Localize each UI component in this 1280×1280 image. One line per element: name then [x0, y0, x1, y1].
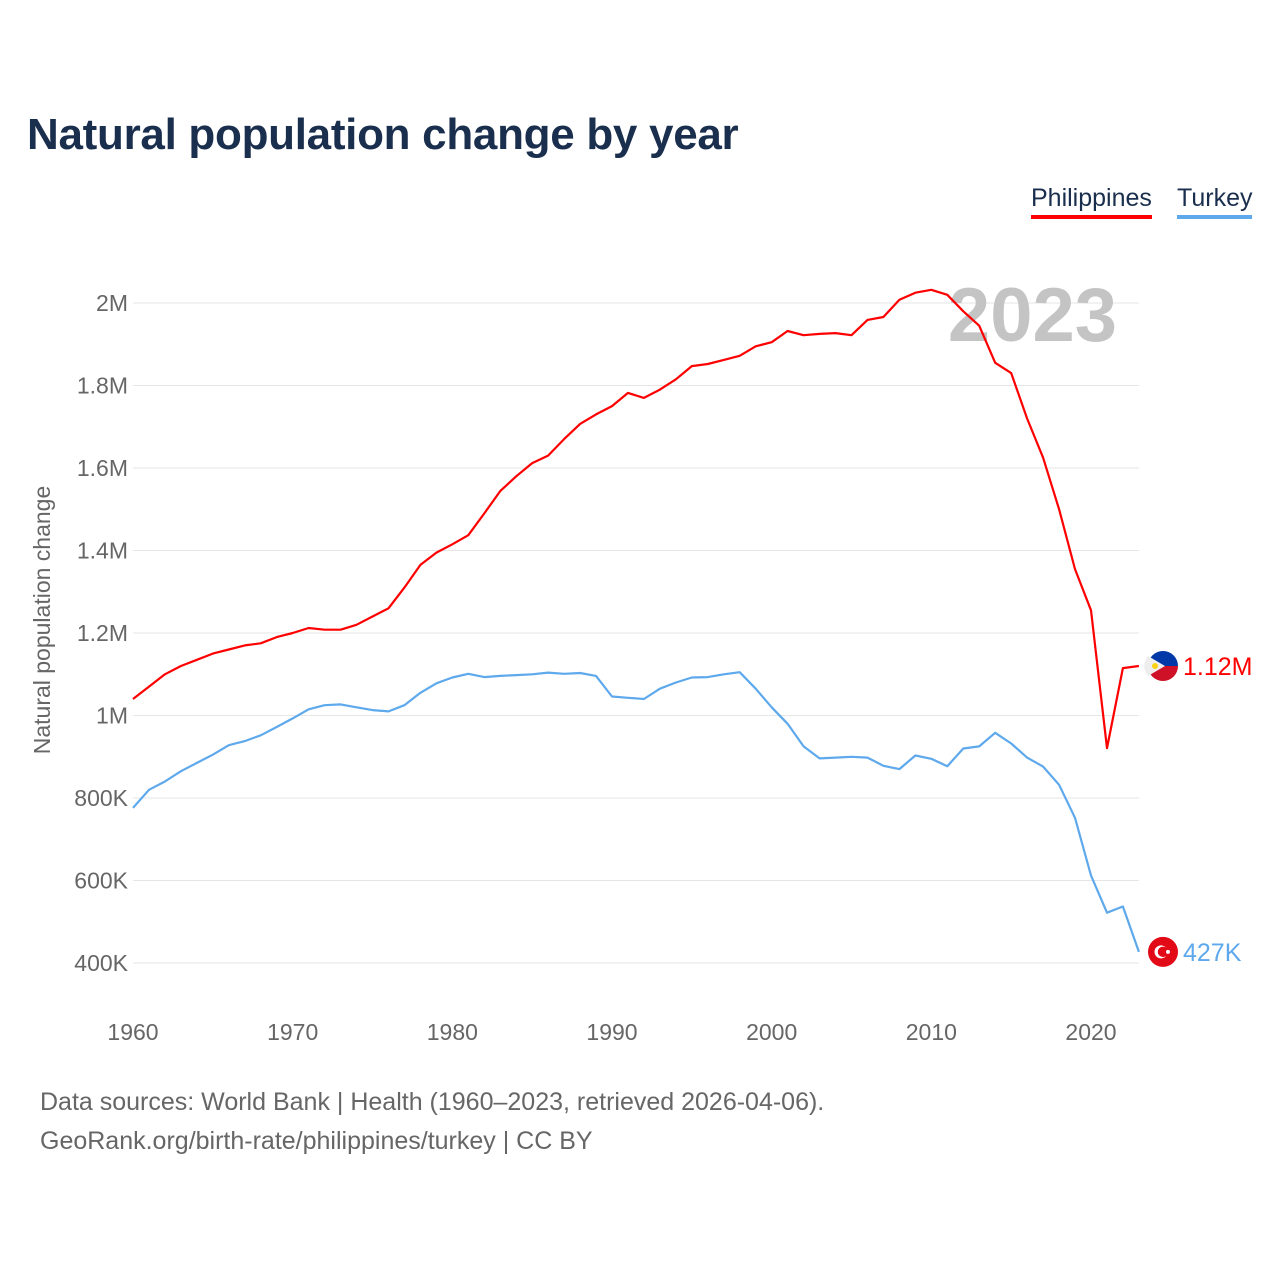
- series-line-turkey[interactable]: [132, 671, 1140, 953]
- legend-turkey[interactable]: Turkey: [1177, 184, 1253, 219]
- y-axis-label: Natural population change: [29, 486, 55, 755]
- x-tick-label: 1960: [107, 1019, 158, 1045]
- y-tick-label: 1.2M: [77, 620, 128, 646]
- turkey-flag-icon: [1148, 936, 1178, 967]
- y-tick-label: 400K: [74, 950, 128, 976]
- credit-link[interactable]: GeoRank.org/birth-rate/philippines/turke…: [40, 1127, 593, 1155]
- series-line-philippines[interactable]: [132, 288, 1140, 750]
- end-value-label: 1.12M: [1183, 653, 1252, 681]
- philippines-flag-icon: [1144, 651, 1178, 681]
- x-tick-label: 2010: [906, 1019, 957, 1045]
- y-tick-label: 1M: [96, 703, 128, 729]
- y-tick-label: 2M: [96, 290, 128, 316]
- end-value-label: 427K: [1183, 939, 1242, 967]
- legend-philippines[interactable]: Philippines: [1031, 184, 1152, 219]
- x-tick-label: 1980: [427, 1019, 478, 1045]
- data-sources: Data sources: World Bank | Health (1960–…: [40, 1088, 825, 1116]
- x-tick-label: 2020: [1065, 1019, 1116, 1045]
- x-tick-label: 1970: [267, 1019, 318, 1045]
- y-tick-label: 800K: [74, 785, 128, 811]
- y-tick-label: 1.4M: [77, 538, 128, 564]
- x-tick-label: 1990: [586, 1019, 637, 1045]
- y-tick-label: 1.6M: [77, 455, 128, 481]
- chart-title: Natural population change by year: [27, 110, 739, 159]
- y-tick-label: 1.8M: [77, 373, 128, 399]
- y-tick-label: 600K: [74, 868, 128, 894]
- x-tick-label: 2000: [746, 1019, 797, 1045]
- year-watermark: 2023: [948, 273, 1117, 358]
